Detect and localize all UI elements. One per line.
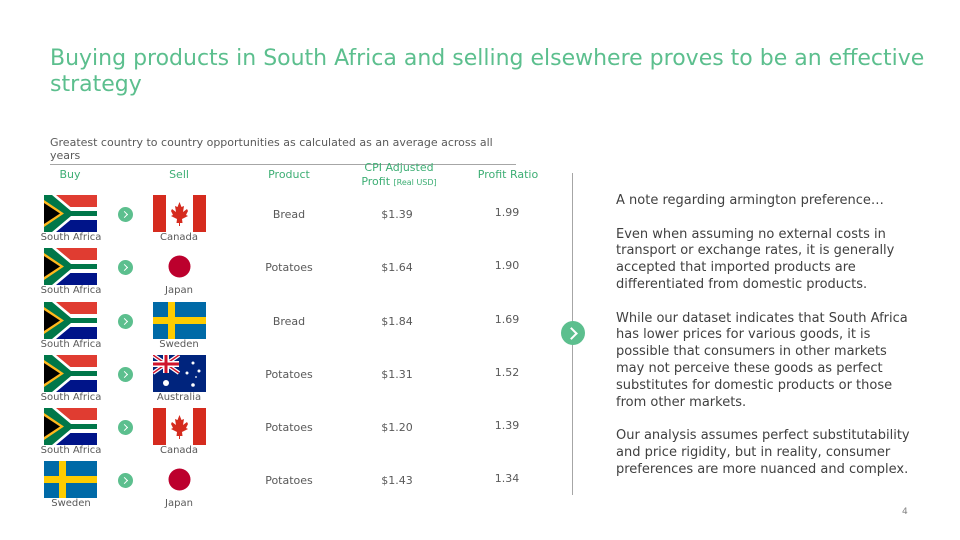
south-africa-flag-icon — [44, 248, 97, 285]
table-row: South Africa Canada Potatoes $1.20 1.39 — [0, 408, 560, 461]
profit-ratio: 1.90 — [494, 259, 520, 272]
buy-country: South Africa — [40, 392, 102, 403]
note-heading: A note regarding armington preference… — [616, 193, 884, 208]
buy-country: South Africa — [40, 285, 102, 296]
profit: $1.31 — [381, 368, 413, 381]
sell-country: Sweden — [159, 339, 199, 350]
chevron-right-icon — [118, 314, 133, 329]
table-row: South Africa Canada Bread $1.39 1.99 — [0, 195, 560, 248]
sell-country: Canada — [159, 445, 199, 456]
product: Potatoes — [265, 368, 313, 381]
profit: $1.64 — [381, 261, 413, 274]
sell-country: Canada — [159, 232, 199, 243]
japan-flag-icon — [153, 248, 206, 285]
buy-country: South Africa — [40, 232, 102, 243]
profit-ratio: 1.52 — [494, 366, 520, 379]
profit: $1.84 — [381, 315, 413, 328]
south-africa-flag-icon — [44, 302, 97, 339]
sell-country: Japan — [165, 498, 193, 509]
canada-flag-icon — [153, 408, 206, 445]
buy-country: South Africa — [40, 445, 102, 456]
table-row: South Africa Japan Potatoes $1.64 1.90 — [0, 248, 560, 301]
header-product: Product — [268, 168, 310, 181]
buy-country: South Africa — [40, 339, 102, 350]
armington-note: A note regarding armington preference… E… — [616, 193, 916, 495]
profit: $1.39 — [381, 208, 413, 221]
page-number: 4 — [902, 507, 908, 517]
header-profit-label: CPI Adjusted Profit — [361, 161, 434, 188]
south-africa-flag-icon — [44, 195, 97, 232]
japan-flag-icon — [153, 461, 206, 498]
profit: $1.43 — [381, 474, 413, 487]
chevron-right-icon — [118, 207, 133, 222]
profit: $1.20 — [381, 421, 413, 434]
chevron-right-icon — [118, 420, 133, 435]
south-africa-flag-icon — [44, 408, 97, 445]
south-africa-flag-icon — [44, 355, 97, 392]
product: Bread — [272, 315, 306, 328]
product: Potatoes — [265, 261, 313, 274]
table-row: South Africa Australia Potatoes $1.31 1.52 — [0, 355, 560, 408]
sell-country: Australia — [156, 392, 202, 403]
header-ratio: Profit Ratio — [477, 168, 539, 181]
chevron-right-icon — [118, 473, 133, 488]
chevron-right-icon — [118, 367, 133, 382]
sweden-flag-icon — [44, 461, 97, 498]
header-profit-unit: [Real USD] — [393, 178, 437, 187]
sweden-flag-icon — [153, 302, 206, 339]
chevron-right-icon — [561, 321, 585, 345]
note-paragraph-3: Our analysis assumes perfect substitutab… — [616, 428, 910, 477]
buy-country: Sweden — [51, 498, 91, 509]
table-row: South Africa Sweden Bread $1.84 1.69 — [0, 302, 560, 355]
header-profit: CPI Adjusted Profit [Real USD] — [349, 161, 449, 190]
australia-flag-icon — [153, 355, 206, 392]
header-buy: Buy — [59, 168, 81, 181]
header-sell: Sell — [169, 168, 189, 181]
note-paragraph-2: While our dataset indicates that South A… — [616, 310, 908, 410]
profit-ratio: 1.99 — [494, 206, 520, 219]
canada-flag-icon — [153, 195, 206, 232]
table-subtitle: Greatest country to country opportunitie… — [50, 136, 516, 165]
profit-ratio: 1.69 — [494, 313, 520, 326]
chevron-right-icon — [118, 260, 133, 275]
sell-country: Japan — [165, 285, 193, 296]
table-row: Sweden Japan Potatoes $1.43 1.34 — [0, 461, 560, 514]
slide-title: Buying products in South Africa and sell… — [50, 46, 925, 97]
product: Potatoes — [265, 421, 313, 434]
product: Potatoes — [265, 474, 313, 487]
note-paragraph-1: Even when assuming no external costs in … — [616, 226, 895, 292]
profit-ratio: 1.39 — [494, 419, 520, 432]
product: Bread — [272, 208, 306, 221]
profit-ratio: 1.34 — [494, 472, 520, 485]
